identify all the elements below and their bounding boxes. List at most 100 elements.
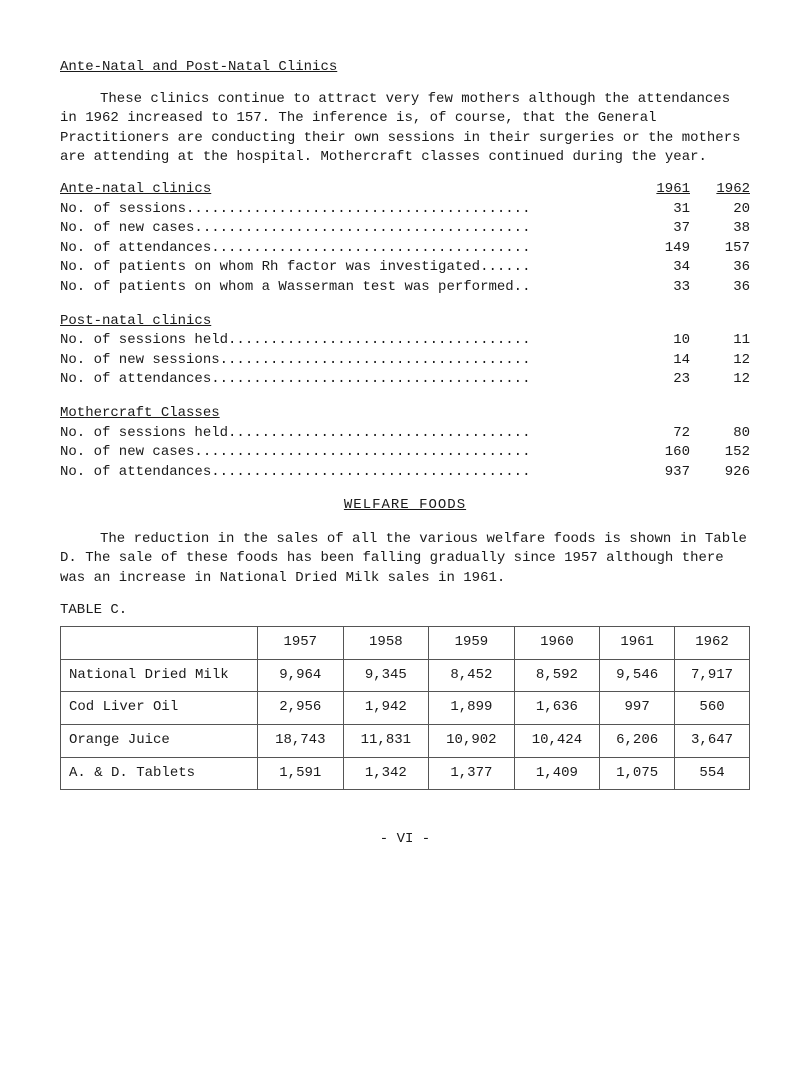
stat-values: 7280 bbox=[650, 424, 750, 444]
stat-label: No. of sessions held....................… bbox=[60, 331, 650, 351]
table-cell: Orange Juice bbox=[61, 725, 258, 758]
table-cell: A. & D. Tablets bbox=[61, 757, 258, 790]
table-cell: 554 bbox=[675, 757, 750, 790]
stat-label: No. of new sessions.....................… bbox=[60, 351, 650, 371]
welfare-title: WELFARE FOODS bbox=[60, 496, 750, 516]
table-cell: 997 bbox=[600, 692, 675, 725]
stat-value: 38 bbox=[710, 219, 750, 239]
table-cell: 2,956 bbox=[258, 692, 344, 725]
stat-row: No. of sessions.........................… bbox=[60, 200, 750, 220]
stat-row: No. of attendances......................… bbox=[60, 239, 750, 259]
post-natal-block: Post-natal clinics No. of sessions held.… bbox=[60, 312, 750, 390]
table-cell: 8,592 bbox=[514, 659, 600, 692]
stat-values: 34 36 bbox=[650, 258, 750, 278]
year-headers: 1961 1962 bbox=[650, 180, 750, 200]
table-cell: National Dried Milk bbox=[61, 659, 258, 692]
stat-label: No. of sessions held....................… bbox=[60, 424, 650, 444]
stat-value: 152 bbox=[710, 443, 750, 463]
stat-label: No. of patients on whom Rh factor was in… bbox=[60, 258, 650, 278]
ante-natal-block: Ante-natal clinics 1961 1962 No. of sess… bbox=[60, 180, 750, 298]
table-cell: 1,636 bbox=[514, 692, 600, 725]
stat-value: 31 bbox=[650, 200, 690, 220]
stat-label: No. of sessions.........................… bbox=[60, 200, 650, 220]
table-cell: 3,647 bbox=[675, 725, 750, 758]
table-cell: 1,342 bbox=[343, 757, 429, 790]
table-cell: 11,831 bbox=[343, 725, 429, 758]
intro-paragraph: These clinics continue to attract very f… bbox=[60, 90, 750, 168]
stat-values: 37 38 bbox=[650, 219, 750, 239]
stat-row: No. of sessions held....................… bbox=[60, 424, 750, 444]
stat-row: No. of new sessions.....................… bbox=[60, 351, 750, 371]
table-header: 1961 bbox=[600, 627, 675, 660]
table-row: A. & D. Tablets1,5911,3421,3771,4091,075… bbox=[61, 757, 750, 790]
table-cell: 1,409 bbox=[514, 757, 600, 790]
table-header bbox=[61, 627, 258, 660]
stat-value: 23 bbox=[650, 370, 690, 390]
stat-label: No. of new cases........................… bbox=[60, 219, 650, 239]
stat-values: 149 157 bbox=[650, 239, 750, 259]
page-footer: - VI - bbox=[60, 830, 750, 850]
stat-row: No. of attendances......................… bbox=[60, 463, 750, 483]
stat-row: No. of patients on whom a Wasserman test… bbox=[60, 278, 750, 298]
table-cell: 560 bbox=[675, 692, 750, 725]
stat-value: 14 bbox=[650, 351, 690, 371]
table-label: TABLE C. bbox=[60, 601, 750, 621]
stat-values: 1412 bbox=[650, 351, 750, 371]
stat-value: 34 bbox=[650, 258, 690, 278]
table-cell: 1,377 bbox=[429, 757, 515, 790]
table-cell: 8,452 bbox=[429, 659, 515, 692]
table-cell: 1,075 bbox=[600, 757, 675, 790]
stat-values: 23 12 bbox=[650, 370, 750, 390]
table-row: Cod Liver Oil2,9561,9421,8991,636997560 bbox=[61, 692, 750, 725]
table-header: 1960 bbox=[514, 627, 600, 660]
table-header: 1959 bbox=[429, 627, 515, 660]
welfare-paragraph: The reduction in the sales of all the va… bbox=[60, 530, 750, 589]
ante-heading: Ante-natal clinics bbox=[60, 180, 211, 200]
welfare-table: 195719581959196019611962 National Dried … bbox=[60, 626, 750, 790]
stat-value: 157 bbox=[710, 239, 750, 259]
stat-row: No. of patients on whom Rh factor was in… bbox=[60, 258, 750, 278]
stat-value: 160 bbox=[650, 443, 690, 463]
stat-value: 37 bbox=[650, 219, 690, 239]
stat-values: 10 11 bbox=[650, 331, 750, 351]
stat-row: No. of attendances......................… bbox=[60, 370, 750, 390]
stat-value: 12 bbox=[710, 370, 750, 390]
table-header: 1958 bbox=[343, 627, 429, 660]
table-row: Orange Juice18,74311,83110,90210,4246,20… bbox=[61, 725, 750, 758]
table-header: 1957 bbox=[258, 627, 344, 660]
stat-values: 31 20 bbox=[650, 200, 750, 220]
stat-value: 11 bbox=[710, 331, 750, 351]
table-cell: 1,591 bbox=[258, 757, 344, 790]
stat-value: 10 bbox=[650, 331, 690, 351]
stat-value: 149 bbox=[650, 239, 690, 259]
table-row: National Dried Milk9,9649,3458,4528,5929… bbox=[61, 659, 750, 692]
stat-label: No. of patients on whom a Wasserman test… bbox=[60, 278, 650, 298]
stat-label: No. of attendances......................… bbox=[60, 370, 650, 390]
stat-value: 20 bbox=[710, 200, 750, 220]
stat-value: 926 bbox=[710, 463, 750, 483]
table-cell: 9,345 bbox=[343, 659, 429, 692]
stat-values: 937926 bbox=[650, 463, 750, 483]
stat-value: 36 bbox=[710, 278, 750, 298]
table-cell: 1,942 bbox=[343, 692, 429, 725]
stat-label: No. of attendances......................… bbox=[60, 463, 650, 483]
table-cell: 18,743 bbox=[258, 725, 344, 758]
stat-values: 33 36 bbox=[650, 278, 750, 298]
year-1962: 1962 bbox=[710, 180, 750, 200]
table-cell: 9,546 bbox=[600, 659, 675, 692]
table-cell: 1,899 bbox=[429, 692, 515, 725]
stat-value: 36 bbox=[710, 258, 750, 278]
stat-row: No. of new cases........................… bbox=[60, 219, 750, 239]
stat-values: 160 152 bbox=[650, 443, 750, 463]
table-cell: 7,917 bbox=[675, 659, 750, 692]
year-1961: 1961 bbox=[650, 180, 690, 200]
table-cell: Cod Liver Oil bbox=[61, 692, 258, 725]
stat-value: 33 bbox=[650, 278, 690, 298]
stat-row: No. of sessions held....................… bbox=[60, 331, 750, 351]
stat-value: 72 bbox=[650, 424, 690, 444]
stat-label: No. of attendances......................… bbox=[60, 239, 650, 259]
mother-heading: Mothercraft Classes bbox=[60, 404, 750, 424]
table-header: 1962 bbox=[675, 627, 750, 660]
page-title: Ante-Natal and Post-Natal Clinics bbox=[60, 58, 750, 78]
mothercraft-block: Mothercraft Classes No. of sessions held… bbox=[60, 404, 750, 482]
